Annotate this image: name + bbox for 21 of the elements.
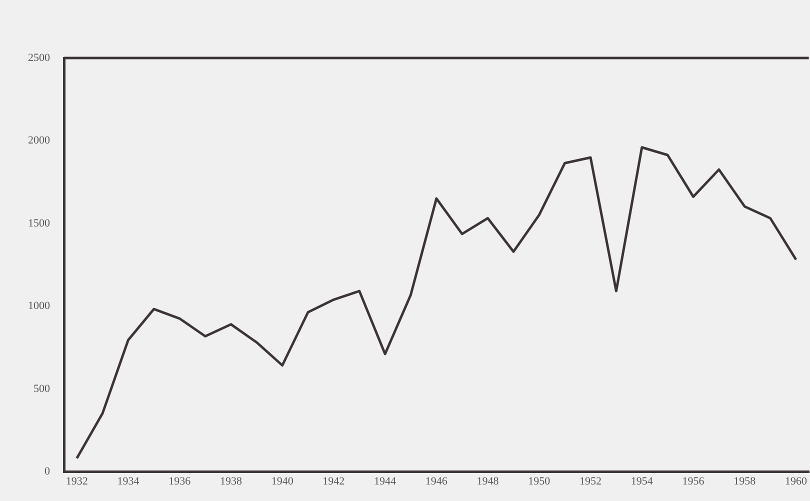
x-tick-label: 1958 <box>734 475 756 488</box>
y-tick-label: 0 <box>44 466 50 478</box>
x-tick-label: 1960 <box>785 475 808 488</box>
x-tick-label: 1956 <box>682 475 705 488</box>
x-tick-label: 1940 <box>271 475 294 488</box>
y-tick-label: 2500 <box>28 52 50 64</box>
x-tick-label: 1954 <box>630 475 654 488</box>
y-tick-label: 1000 <box>28 300 50 312</box>
y-tick-label: 1500 <box>28 217 50 230</box>
y-tick-label: 500 <box>34 382 50 395</box>
x-tick-label: 1946 <box>425 475 448 488</box>
x-tick-label: 1938 <box>220 475 242 488</box>
y-tick-label: 2000 <box>28 134 50 147</box>
x-tick-label: 1932 <box>66 475 88 488</box>
x-tick-label: 1944 <box>374 475 397 488</box>
x-tick-label: 1942 <box>322 475 345 488</box>
x-tick-label: 1950 <box>528 475 551 488</box>
x-tick-label: 1934 <box>117 475 140 488</box>
x-tick-label: 1948 <box>476 475 500 488</box>
x-tick-label: 1952 <box>580 475 602 488</box>
x-tick-label: 1936 <box>168 475 192 488</box>
